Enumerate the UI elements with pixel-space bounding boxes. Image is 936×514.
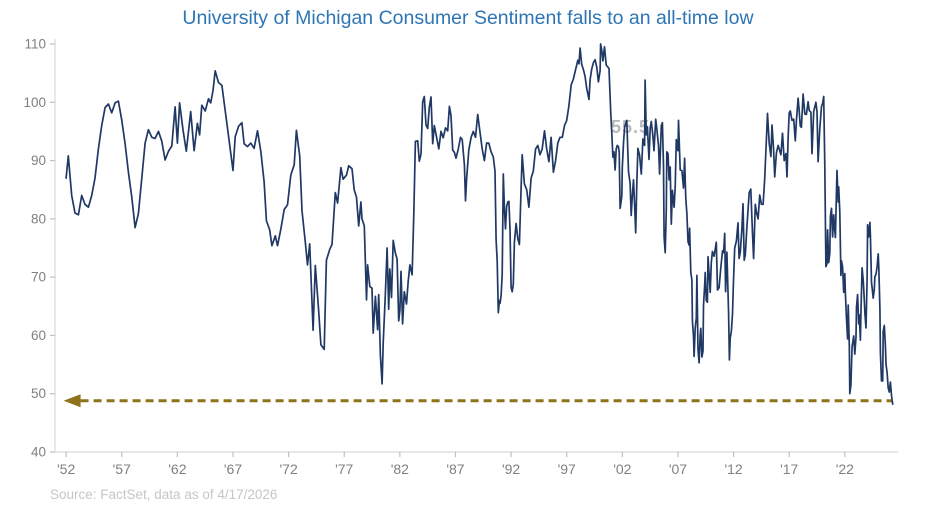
x-tick-label: '12	[724, 461, 742, 477]
chart-title: University of Michigan Consumer Sentimen…	[182, 7, 754, 29]
x-tick-label: '22	[836, 461, 854, 477]
x-tick-label: '97	[558, 461, 576, 477]
y-tick-label: 110	[24, 37, 46, 52]
y-tick-label: 100	[23, 95, 46, 110]
x-tick-label: '67	[224, 461, 242, 477]
y-tick-label: 70	[31, 270, 46, 285]
x-tick-label: '07	[669, 461, 687, 477]
source-note: Source: FactSet, data as of 4/17/2026	[50, 487, 278, 502]
y-tick-label: 50	[31, 386, 46, 401]
y-tick-label: 90	[31, 153, 46, 168]
x-tick-label: '57	[113, 461, 131, 477]
arrowhead-left-icon	[63, 394, 81, 408]
x-tick-label: '77	[335, 461, 353, 477]
data-label-55-5: 55.5	[611, 117, 651, 137]
y-tick-label: 60	[31, 328, 46, 343]
y-tick-label: 80	[31, 211, 46, 226]
y-tick-label: 40	[31, 445, 46, 460]
x-tick-label: '87	[446, 461, 464, 477]
x-tick-label: '82	[391, 461, 409, 477]
x-tick-label: '72	[279, 461, 297, 477]
x-tick-label: '02	[613, 461, 631, 477]
x-tick-label: '52	[57, 461, 75, 477]
sentiment-line	[65, 43, 894, 406]
x-tick-label: '62	[168, 461, 186, 477]
x-tick-label: '17	[780, 461, 798, 477]
x-tick-label: '92	[502, 461, 520, 477]
